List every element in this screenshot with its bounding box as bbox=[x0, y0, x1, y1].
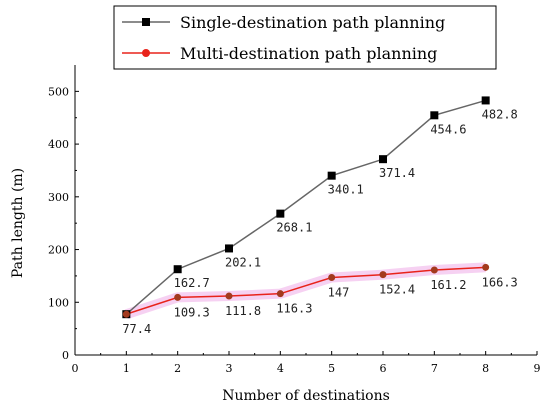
x-tick-label: 0 bbox=[72, 362, 79, 375]
multi-destination-data-label: 116.3 bbox=[276, 302, 312, 316]
multi-destination-data-label: 111.8 bbox=[225, 304, 261, 318]
x-tick-label: 9 bbox=[534, 362, 541, 375]
single-destination-data-label: 454.6 bbox=[430, 122, 466, 136]
single-destination-point bbox=[327, 171, 336, 180]
single-destination-data-label: 371.4 bbox=[379, 166, 415, 180]
multi-destination-data-label: 161.2 bbox=[430, 278, 466, 292]
x-tick-label: 3 bbox=[226, 362, 233, 375]
single-destination-point bbox=[379, 155, 387, 164]
single-destination-point bbox=[225, 244, 233, 253]
y-tick-label: 0 bbox=[62, 349, 69, 362]
multi-destination-point bbox=[276, 290, 284, 298]
plot-area: 162.7 202.1 268.1 340.1 371.4 454.6 482.8 77.4 1… bbox=[122, 96, 518, 336]
legend-marker-single bbox=[142, 18, 150, 26]
y-tick-label: 300 bbox=[48, 191, 69, 204]
multi-destination-point bbox=[122, 310, 130, 318]
single-destination-data-label: 482.8 bbox=[482, 107, 518, 121]
single-destination-point bbox=[430, 111, 439, 120]
multi-destination-point bbox=[482, 263, 490, 271]
y-tick-label: 100 bbox=[48, 296, 69, 309]
multi-destination-data-label: 147 bbox=[328, 285, 350, 299]
single-destination-data-label: 340.1 bbox=[328, 183, 364, 197]
y-axis-title: Path length (m) bbox=[10, 168, 26, 278]
multi-destination-point bbox=[379, 271, 387, 279]
multi-destination-data-label: 109.3 bbox=[174, 305, 210, 319]
multi-destination-point bbox=[174, 293, 182, 301]
axes: 0 1 2 3 4 5 6 7 8 9 0 100 200 300 400 500 bbox=[48, 65, 541, 375]
multi-destination-data-label: 152.4 bbox=[379, 283, 415, 297]
series-line-multi-destination bbox=[126, 266, 486, 315]
x-tick-label: 2 bbox=[174, 362, 181, 375]
y-tick-label: 200 bbox=[48, 244, 69, 257]
series-line-single-destination bbox=[125, 99, 486, 315]
x-tick-label: 1 bbox=[123, 362, 130, 375]
y-tick-label: 500 bbox=[48, 85, 69, 98]
legend-label-multi: Multi-destination path planning bbox=[180, 44, 437, 63]
legend-box bbox=[113, 5, 497, 70]
multi-destination-point bbox=[328, 273, 336, 281]
single-destination-point bbox=[276, 209, 285, 218]
multi-destination-data-label: 166.3 bbox=[482, 275, 518, 289]
single-destination-data-label: 162.7 bbox=[174, 276, 210, 290]
x-tick-label: 4 bbox=[277, 362, 284, 375]
x-tick-label: 7 bbox=[431, 362, 438, 375]
x-tick-label: 6 bbox=[380, 362, 387, 375]
single-destination-data-label: 202.1 bbox=[225, 255, 261, 269]
single-destination-point bbox=[481, 96, 490, 105]
multi-destination-point bbox=[225, 292, 233, 300]
x-tick-label: 8 bbox=[482, 362, 489, 375]
multi-destination-point bbox=[430, 266, 438, 274]
single-destination-point bbox=[173, 265, 182, 274]
legend: Single-destination path planning Multi-d… bbox=[113, 5, 497, 70]
x-tick-label: 5 bbox=[328, 362, 335, 375]
legend-marker-multi bbox=[142, 49, 150, 57]
single-destination-data-label: 268.1 bbox=[276, 221, 312, 235]
multi-destination-data-label: 77.4 bbox=[122, 322, 151, 336]
y-tick-label: 400 bbox=[48, 138, 69, 151]
legend-label-single: Single-destination path planning bbox=[180, 13, 445, 32]
x-axis-title: Number of destinations bbox=[222, 388, 390, 404]
